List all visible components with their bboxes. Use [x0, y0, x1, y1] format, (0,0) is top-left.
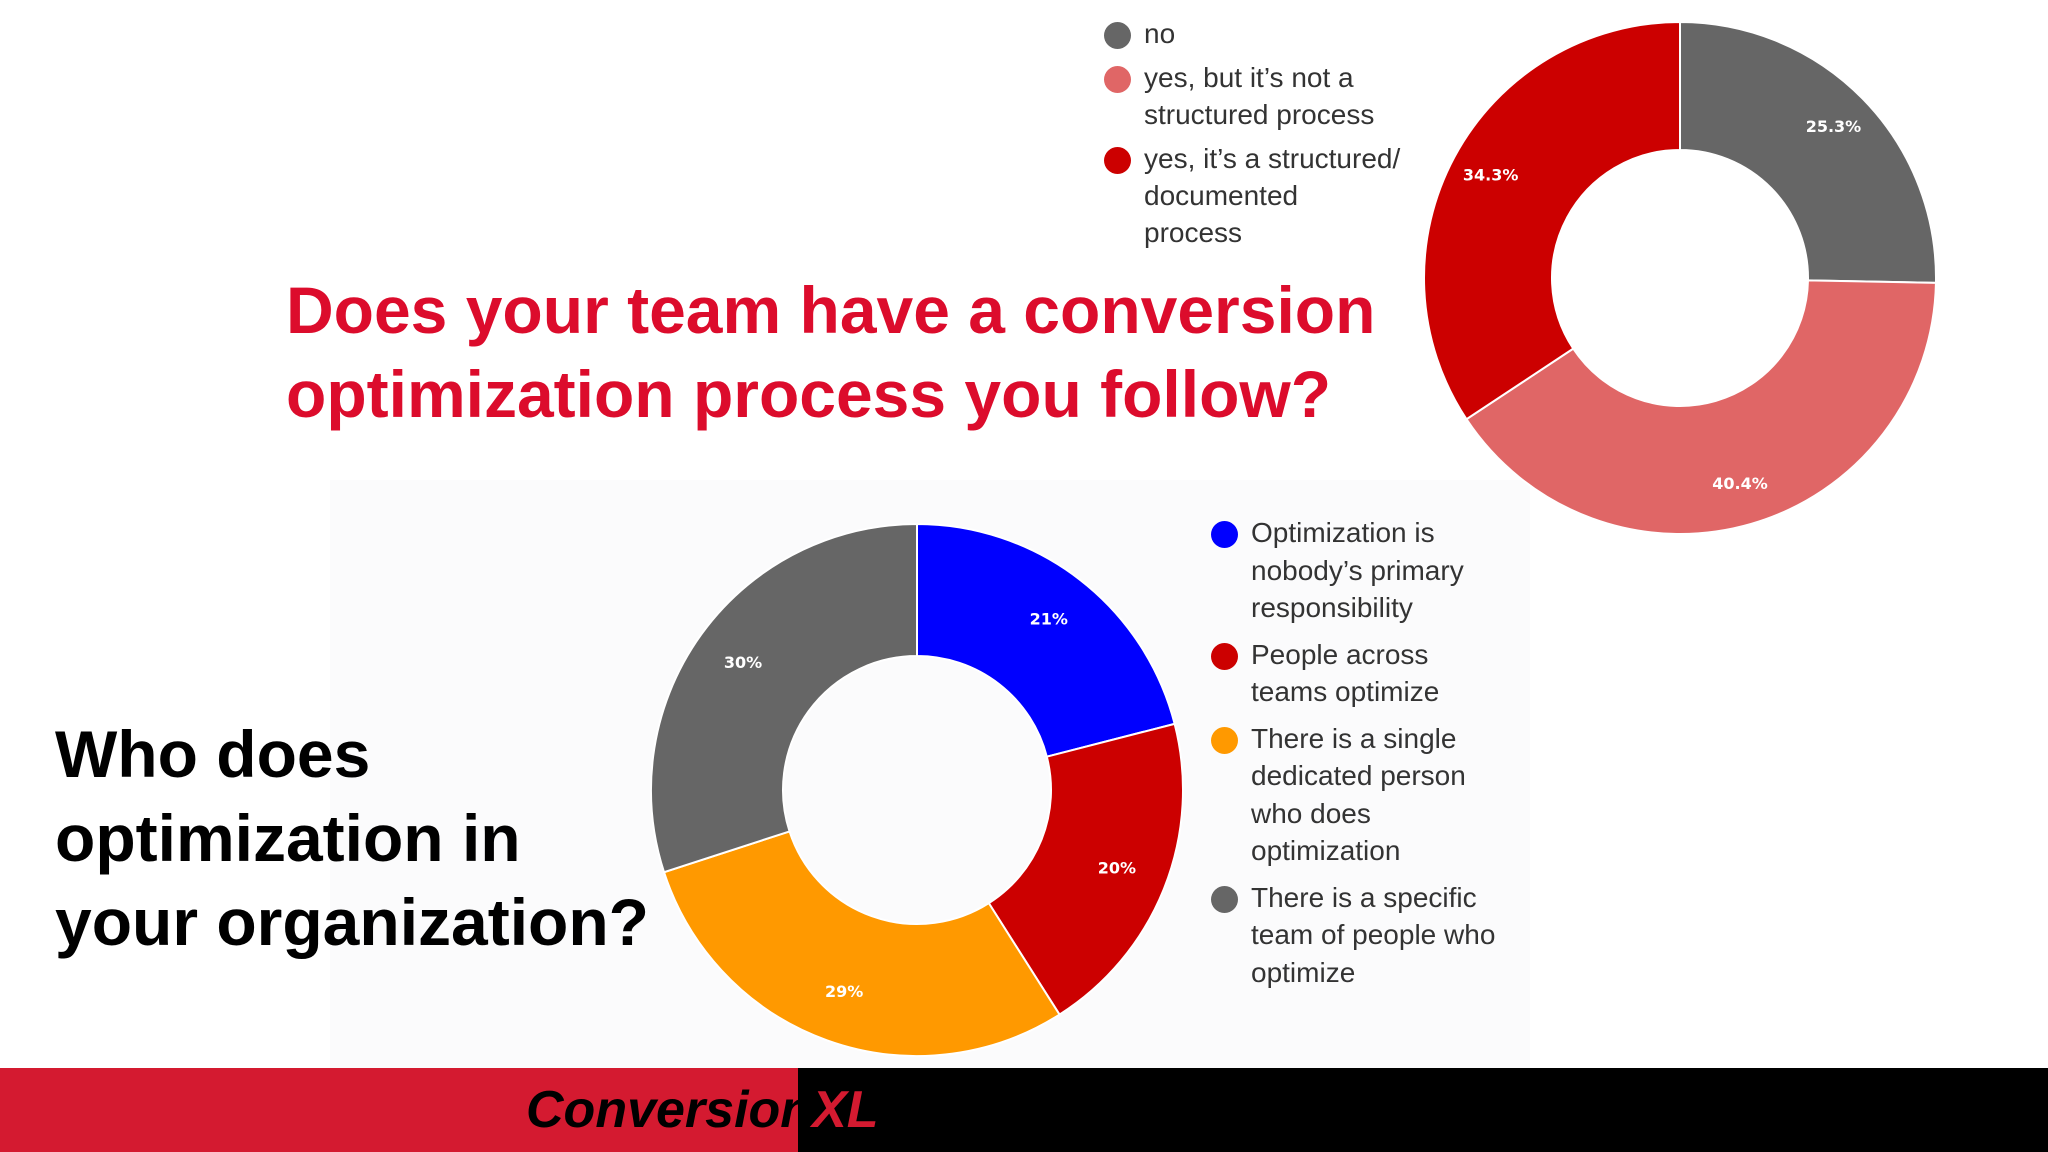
- slice-percent-label: 29%: [825, 982, 863, 1001]
- donut-chart-process: 25.3% 40.4% 34.3%: [1423, 20, 1937, 535]
- legend-swatch: [1104, 147, 1131, 174]
- donut-slice: [1423, 20, 1681, 421]
- question-responsibility-line: Who does: [55, 717, 371, 791]
- legend-process: no yes, but it’s not a structured process y…: [1104, 15, 1434, 258]
- legend-label: teams optimize: [1251, 676, 1440, 707]
- legend-label: dedicated person: [1251, 760, 1466, 791]
- legend-item: yes, it’s a structured/documented process: [1104, 140, 1434, 251]
- legend-item: People across teams optimize: [1211, 636, 1551, 711]
- question-responsibility-line: optimization in: [55, 801, 521, 875]
- question-process-title: Does your team have a conversion optimiz…: [286, 268, 1436, 436]
- legend-swatch: [1211, 726, 1238, 754]
- legend-swatch: [1211, 885, 1238, 913]
- legend-label: There is a single: [1251, 722, 1457, 754]
- legend-label: yes, but it’s not a: [1144, 62, 1354, 93]
- legend-item: Optimization is nobody’s primary responsib…: [1211, 514, 1551, 627]
- legend-label: optimize: [1251, 956, 1356, 988]
- legend-label: yes, it’s a structured/: [1144, 143, 1401, 174]
- legend-item: There is a single dedicated person who doe…: [1211, 720, 1551, 870]
- conversionxl-logo: ConversionXL: [526, 1078, 879, 1142]
- legend-item: There is a specific team of people who opt…: [1211, 879, 1551, 992]
- donut-slice: [1465, 279, 1937, 535]
- legend-swatch: [1104, 66, 1131, 93]
- legend-label: who does: [1251, 797, 1371, 829]
- legend-item: yes, but it’s not a structured process: [1104, 59, 1434, 133]
- legend-responsibility: Optimization is nobody’s primary responsib…: [1211, 514, 1551, 1000]
- slice-percent-label: 25.3%: [1806, 117, 1862, 136]
- legend-swatch: [1211, 521, 1238, 548]
- legend-label: no: [1144, 18, 1176, 49]
- footer-red-band: [0, 1068, 798, 1152]
- question-process-line: Does your team have a conversion: [286, 273, 1376, 347]
- legend-label: optimization: [1251, 835, 1401, 866]
- legend-label: team of people who: [1251, 919, 1496, 950]
- footer-bar: ConversionXL: [0, 1068, 2048, 1152]
- legend-label: People across: [1251, 638, 1429, 670]
- question-process-line: optimization process you follow?: [286, 357, 1332, 431]
- legend-label: documented: [1144, 180, 1299, 211]
- question-responsibility-line: your organization?: [55, 885, 649, 959]
- legend-label: Optimization is: [1251, 517, 1435, 548]
- donut-slice: [1679, 20, 1937, 284]
- slice-percent-label: 40.4%: [1712, 474, 1768, 493]
- donut-slice: [987, 722, 1184, 1016]
- donut-slice: [916, 522, 1176, 758]
- logo-text-conversion: Conversion: [526, 1081, 813, 1139]
- legend-label: responsibility: [1251, 592, 1413, 623]
- legend-label: structured process: [1144, 99, 1375, 130]
- legend-swatch: [1211, 642, 1238, 670]
- slice-percent-label: 20%: [1098, 859, 1136, 878]
- donut-slice: [650, 522, 918, 874]
- donut-chart-responsibility: 21% 20% 29% 30%: [650, 522, 1184, 1057]
- legend-item: no: [1104, 15, 1434, 52]
- logo-text-xl: XL: [812, 1081, 879, 1139]
- legend-label: nobody’s primary: [1251, 554, 1464, 586]
- question-responsibility-title: Who does optimization in your organizati…: [55, 712, 675, 964]
- slice-percent-label: 21%: [1030, 610, 1068, 629]
- legend-swatch: [1104, 22, 1131, 49]
- legend-label: process: [1144, 217, 1243, 248]
- donut-slice: [662, 830, 1061, 1057]
- legend-label: There is a specific: [1251, 881, 1477, 913]
- slice-percent-label: 30%: [724, 653, 762, 672]
- slice-percent-label: 34.3%: [1463, 166, 1519, 185]
